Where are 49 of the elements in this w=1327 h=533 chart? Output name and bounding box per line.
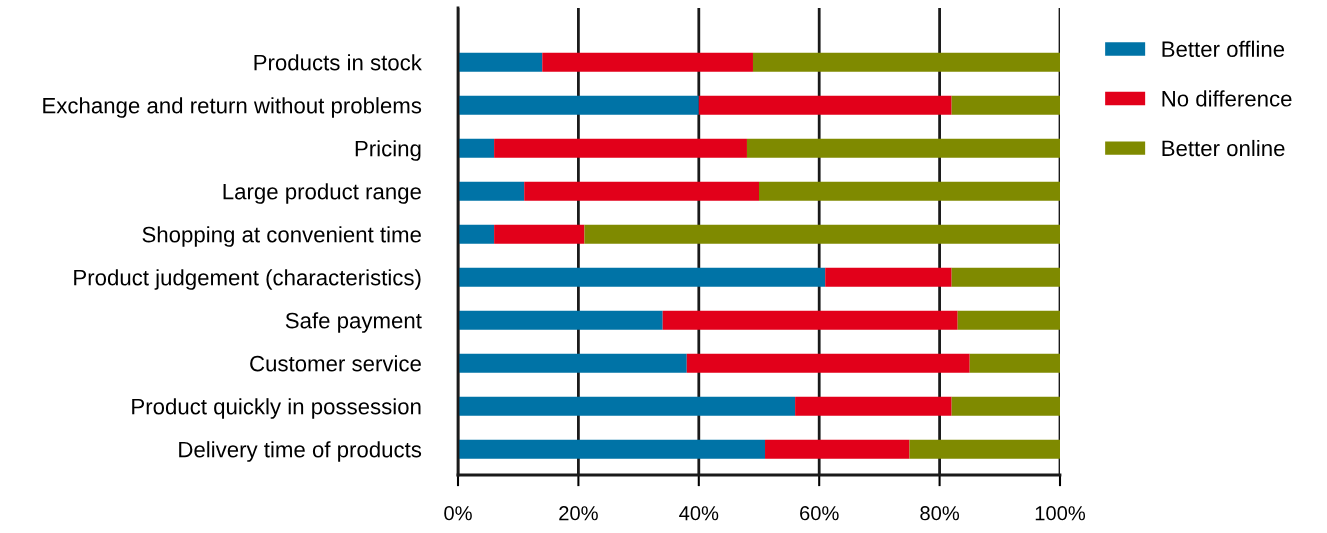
x-tick-label: 40% (679, 506, 719, 521)
bar (458, 181, 525, 201)
bar (584, 224, 1060, 244)
bar (458, 310, 663, 330)
bar (951, 267, 1060, 287)
bar (458, 224, 495, 244)
x-tick-label: 0% (444, 506, 472, 521)
bar (969, 353, 1060, 373)
bar (746, 138, 1060, 158)
y-tick-label: Product judgement (characteristics) (74, 269, 421, 290)
y-tick-label: Product quickly in possession (132, 398, 421, 419)
bar (458, 138, 495, 158)
bar (542, 52, 753, 72)
bar (458, 353, 687, 373)
bar (951, 95, 1060, 115)
y-tick-label: Customer service (250, 355, 421, 372)
bar (909, 439, 1060, 459)
bar (662, 310, 958, 330)
bar (752, 52, 1060, 72)
y-tick-label: Pricing (355, 140, 421, 161)
bar (765, 439, 910, 459)
bar (698, 95, 952, 115)
y-tick-label: Shopping at convenient time (142, 226, 421, 247)
y-tick-label: Delivery time of products (179, 441, 422, 462)
bar (957, 310, 1060, 330)
y-tick-label: Exchange and return without problems (43, 97, 422, 118)
bar (494, 224, 585, 244)
x-tick-label: 100% (1035, 506, 1086, 521)
x-tick-label: 60% (800, 506, 839, 521)
legend-label: No difference (1162, 90, 1292, 107)
bar (494, 138, 747, 158)
x-tick-label: 20% (559, 506, 598, 521)
y-tick-label: Products in stock (254, 54, 422, 71)
bar (458, 396, 796, 416)
bar (795, 396, 952, 416)
bar (458, 95, 699, 115)
bar (458, 267, 826, 287)
bar (524, 181, 759, 201)
bar (951, 396, 1060, 416)
y-tick-label: Safe payment (285, 312, 422, 333)
legend-label: Better online (1162, 139, 1285, 157)
bar (825, 267, 952, 287)
bar (458, 52, 543, 72)
legend-label: Better offline (1162, 40, 1285, 58)
bar (458, 439, 766, 459)
bar (759, 181, 1060, 201)
y-tick-label: Large product range (223, 183, 421, 204)
bar (686, 353, 970, 373)
x-tick-label: 80% (920, 506, 960, 521)
